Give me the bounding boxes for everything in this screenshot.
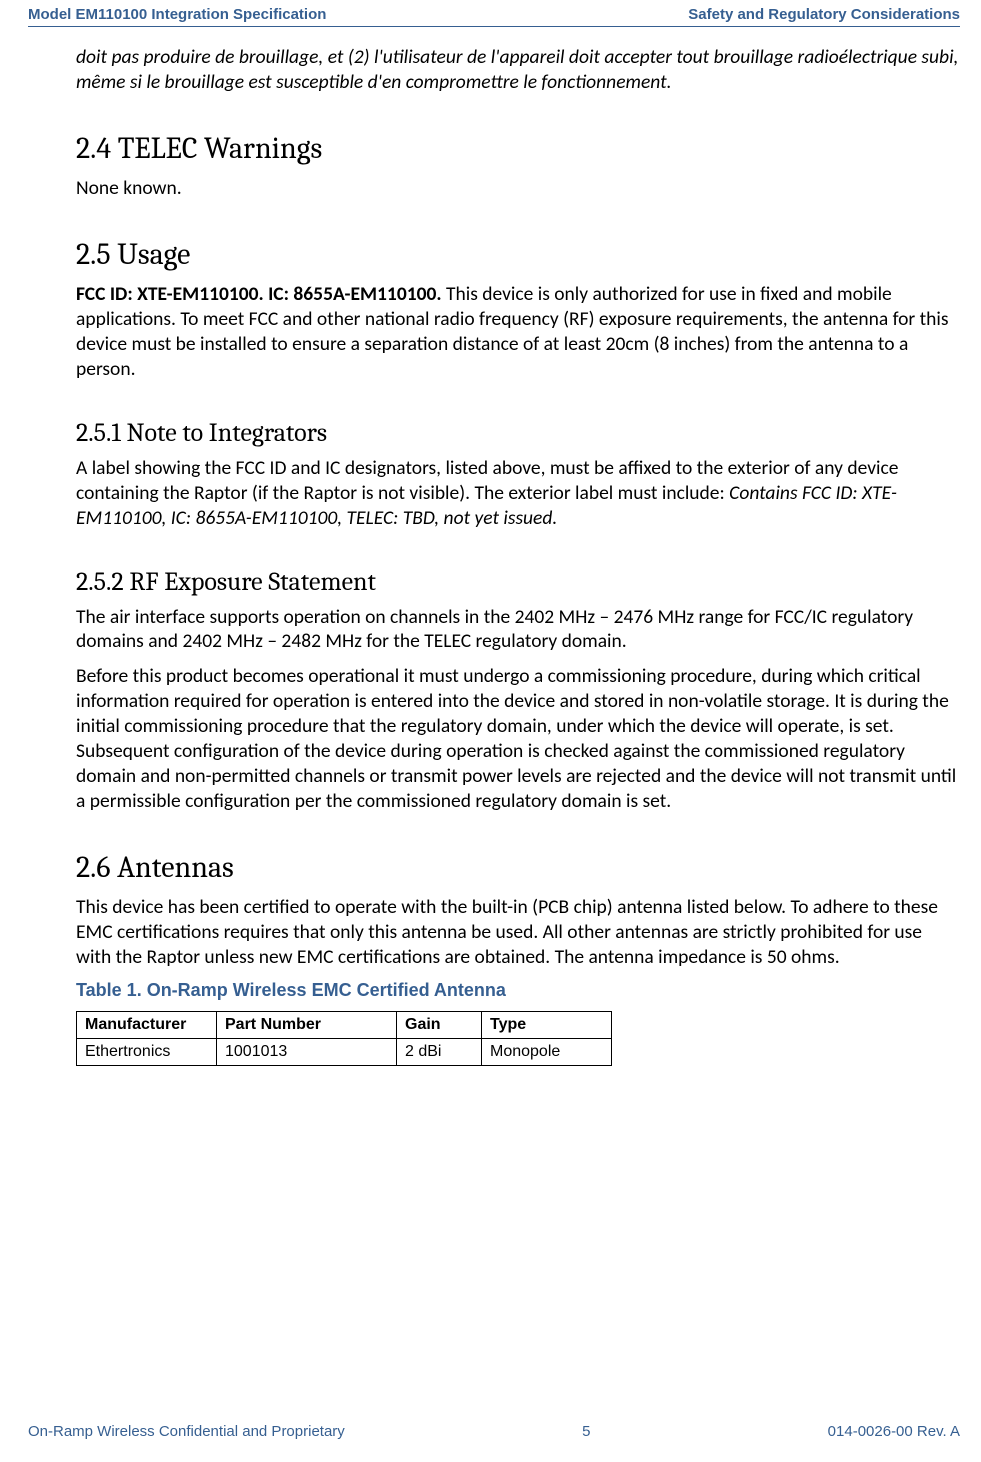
- heading-2-4: 2.4 TELEC Warnings: [76, 131, 960, 166]
- table-body: Ethertronics 1001013 2 dBi Monopole: [77, 1039, 612, 1066]
- heading-title: RF Exposure Statement: [129, 567, 376, 597]
- para-2-4: None known.: [76, 176, 960, 201]
- running-footer: On-Ramp Wireless Confidential and Propri…: [28, 1423, 960, 1440]
- footer-center: 5: [582, 1423, 590, 1440]
- table-caption: Table 1. On-Ramp Wireless EMC Certified …: [76, 980, 960, 1001]
- heading-num: 2.5.1: [76, 418, 121, 448]
- para-2-5-1: A label showing the FCC ID and IC design…: [76, 456, 960, 531]
- col-type: Type: [482, 1012, 612, 1039]
- para-2-5-2-a: The air interface supports operation on …: [76, 605, 960, 655]
- fcc-ic-bold: FCC ID: XTE-EM110100. IC: 8655A-EM110100…: [76, 282, 442, 306]
- content: doit pas produire de brouillage, et (2) …: [28, 45, 960, 1066]
- para-2-6: This device has been certified to operat…: [76, 895, 960, 970]
- carryover-italic-para: doit pas produire de brouillage, et (2) …: [76, 45, 960, 95]
- footer-left: On-Ramp Wireless Confidential and Propri…: [28, 1423, 345, 1440]
- cell-type: Monopole: [482, 1039, 612, 1066]
- col-part-number: Part Number: [217, 1012, 397, 1039]
- heading-2-5-2: 2.5.2 RF Exposure Statement: [76, 567, 960, 597]
- heading-title: Antennas: [117, 850, 234, 885]
- heading-2-5-1: 2.5.1 Note to Integrators: [76, 418, 960, 448]
- heading-num: 2.5.2: [76, 567, 124, 597]
- table-row: Ethertronics 1001013 2 dBi Monopole: [77, 1039, 612, 1066]
- header-right: Safety and Regulatory Considerations: [688, 6, 960, 23]
- header-rule: [28, 26, 960, 27]
- heading-num: 2.5: [76, 237, 111, 272]
- heading-2-5: 2.5 Usage: [76, 237, 960, 272]
- para-2-5: FCC ID: XTE-EM110100. IC: 8655A-EM110100…: [76, 282, 960, 382]
- para-2-5-2-b: Before this product becomes operational …: [76, 664, 960, 814]
- emc-antenna-table: Manufacturer Part Number Gain Type Ether…: [76, 1011, 612, 1066]
- footer-right: 014-0026-00 Rev. A: [828, 1423, 960, 1440]
- heading-title: TELEC Warnings: [118, 131, 323, 166]
- table-head: Manufacturer Part Number Gain Type: [77, 1012, 612, 1039]
- running-header: Model EM110100 Integration Specification…: [28, 6, 960, 26]
- header-left: Model EM110100 Integration Specification: [28, 6, 326, 23]
- cell-manufacturer: Ethertronics: [77, 1039, 217, 1066]
- heading-2-6: 2.6 Antennas: [76, 850, 960, 885]
- heading-num: 2.4: [76, 131, 111, 166]
- heading-num: 2.6: [76, 850, 110, 885]
- heading-title: Note to Integrators: [126, 418, 327, 448]
- col-gain: Gain: [397, 1012, 482, 1039]
- page-root: Model EM110100 Integration Specification…: [0, 0, 981, 1462]
- cell-gain: 2 dBi: [397, 1039, 482, 1066]
- heading-title: Usage: [117, 237, 190, 272]
- cell-part-number: 1001013: [217, 1039, 397, 1066]
- col-manufacturer: Manufacturer: [77, 1012, 217, 1039]
- table-header-row: Manufacturer Part Number Gain Type: [77, 1012, 612, 1039]
